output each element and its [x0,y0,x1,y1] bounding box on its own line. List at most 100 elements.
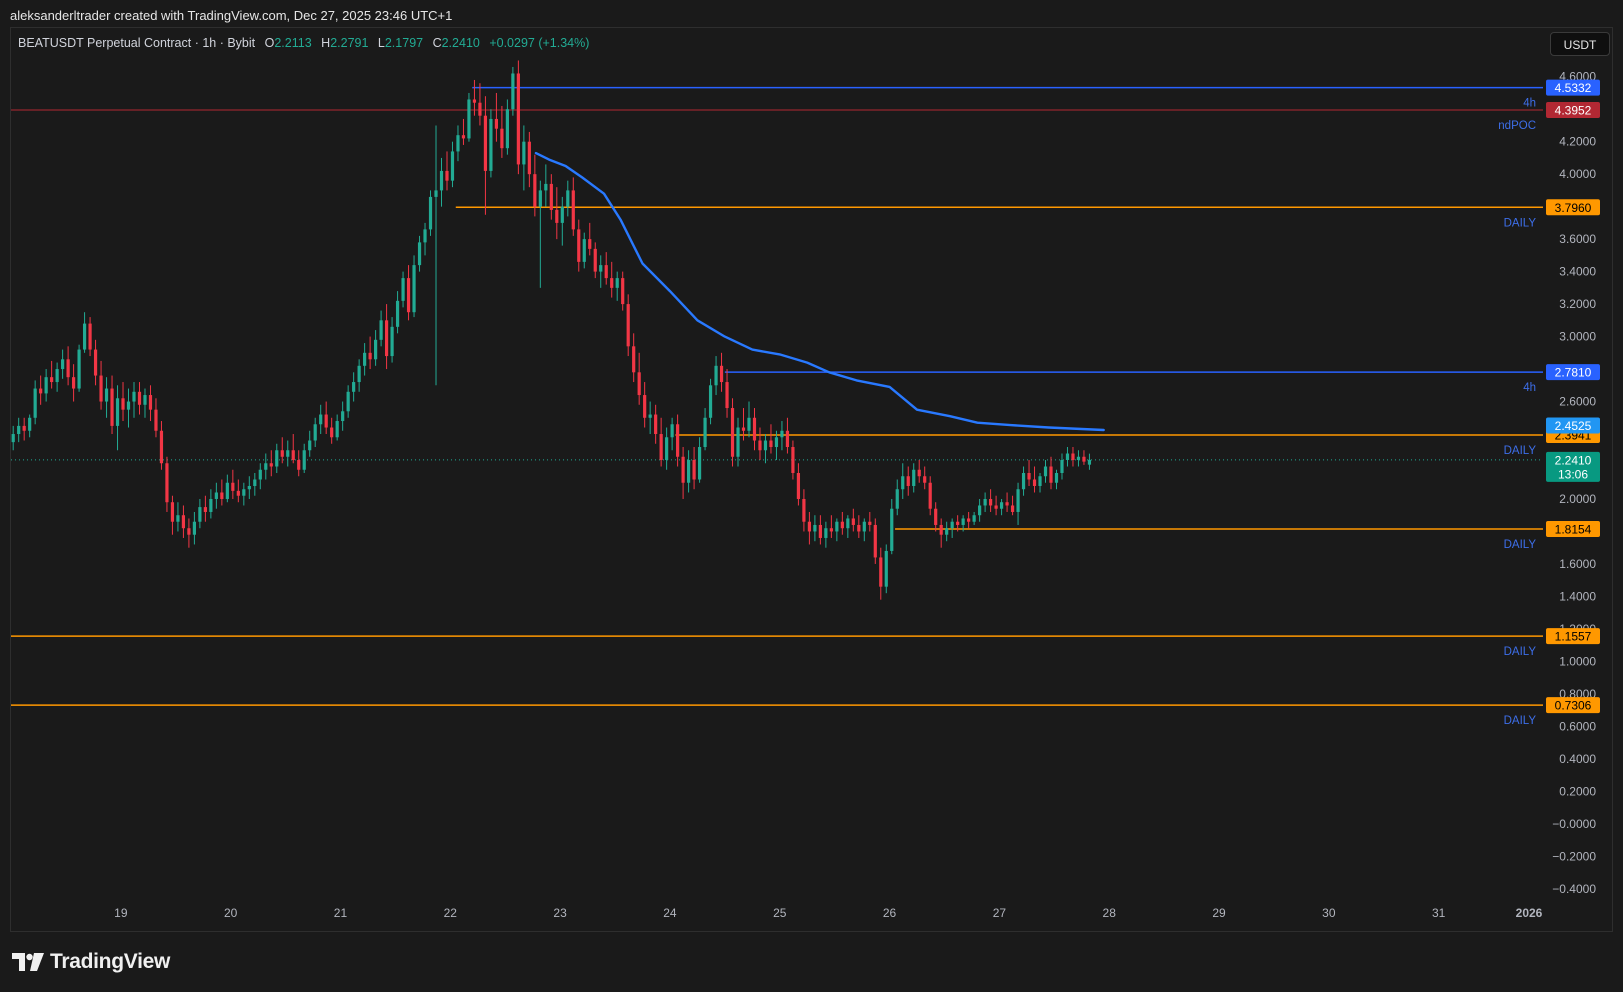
x-tick-label: 24 [663,906,677,920]
candle-body [516,73,520,165]
level-note: 4h [1523,98,1536,110]
candle-body [978,505,982,516]
x-tick-label: 21 [334,906,348,920]
candle-body [209,498,213,512]
candle-body [818,524,822,538]
candle-body [736,427,740,457]
candle-body [467,99,471,139]
candle-body [522,141,526,165]
candle-body [994,505,998,509]
candle-body [950,521,954,529]
candle-body [220,492,224,499]
level-note: DAILY [1504,715,1537,727]
level-price-label: 3.7960 [1555,201,1592,215]
candle-body [1005,502,1009,506]
candle-body [928,482,932,509]
candle-body [868,521,872,525]
candle-body [621,278,625,305]
candle-body [708,385,713,418]
candle-body [1021,472,1026,490]
candle-body [478,102,482,116]
candle-body [258,469,262,480]
y-tick-label: 2.0000 [1559,492,1596,506]
candle-body [214,492,218,499]
candle-body [615,278,619,288]
candle-body [82,323,87,350]
candle-body [423,229,427,243]
candle-body [884,550,888,587]
candle-body [654,414,658,435]
candle-body [912,469,916,486]
y-tick-label: 3.4000 [1559,265,1596,279]
candle-body [412,265,416,313]
candle-body [566,190,570,207]
x-tick-label: 28 [1103,906,1117,920]
candle-body [198,507,202,522]
candle-body [835,521,839,532]
candle-body [505,109,509,149]
y-tick-label: 3.0000 [1559,330,1596,344]
chart-frame [10,27,1613,932]
candle-body [791,447,795,473]
candle-body [148,395,153,410]
symbol-title[interactable]: BEATUSDT Perpetual Contract · 1h · Bybit [18,36,256,50]
x-tick-label: 20 [224,906,238,920]
candle-body [593,248,597,272]
x-tick-label: 27 [993,906,1007,920]
x-tick-label: 26 [883,906,897,920]
x-tick-label: 22 [444,906,458,920]
candle-body [77,349,81,389]
candle-body [961,518,965,525]
change-value: +0.0297 (+1.34%) [489,36,590,50]
candle-body [665,437,669,461]
y-tick-label: −0.0000 [1552,817,1596,831]
level-note: DAILY [1504,445,1537,457]
candle-body [681,456,685,483]
candle-body [450,151,455,181]
level-note: ndPOC [1498,120,1536,132]
candle-body [88,323,92,350]
candle-body [313,424,317,441]
x-tick-label: 25 [773,906,787,920]
candle-body [895,489,899,509]
currency-button[interactable]: USDT [1550,32,1610,56]
candle-body [643,395,647,418]
candle-body [796,472,801,499]
candle-body [66,359,70,378]
candle-body [599,265,603,272]
candle-body [319,414,323,425]
level-price-label-bg [1546,697,1600,714]
tradingview-logo[interactable]: TradingView [12,950,170,974]
y-tick-label: 4.2000 [1559,135,1596,149]
candle-body [945,528,949,535]
ohlc-legend: BEATUSDT Perpetual Contract · 1h · Bybit… [18,36,589,50]
candle-body [379,320,383,340]
candle-body [939,524,943,535]
candle-body [577,229,581,262]
candle-body [714,365,718,386]
y-tick-label: 0.2000 [1559,784,1596,798]
x-tick-label: 29 [1212,906,1226,920]
candle-body [330,427,334,438]
candle-body [324,414,328,428]
candle-body [544,183,548,191]
level-price-label: 1.8154 [1555,522,1592,536]
y-tick-label: 0.6000 [1559,719,1596,733]
candle-body [1010,505,1015,512]
candle-body [126,401,131,410]
candle-body [472,99,477,103]
candle-body [483,115,488,171]
candle-body [873,524,877,558]
candle-body [143,395,147,405]
candle-body [774,437,779,448]
candle-body [1082,456,1086,462]
candle-body [176,515,180,522]
level-price-label-bg [1546,199,1600,216]
candle-body [588,239,592,249]
level-price-label-bg [1546,364,1600,381]
candle-body [71,377,76,389]
candle-body [785,430,790,448]
candle-body [1032,479,1037,486]
candle-body [357,365,361,383]
